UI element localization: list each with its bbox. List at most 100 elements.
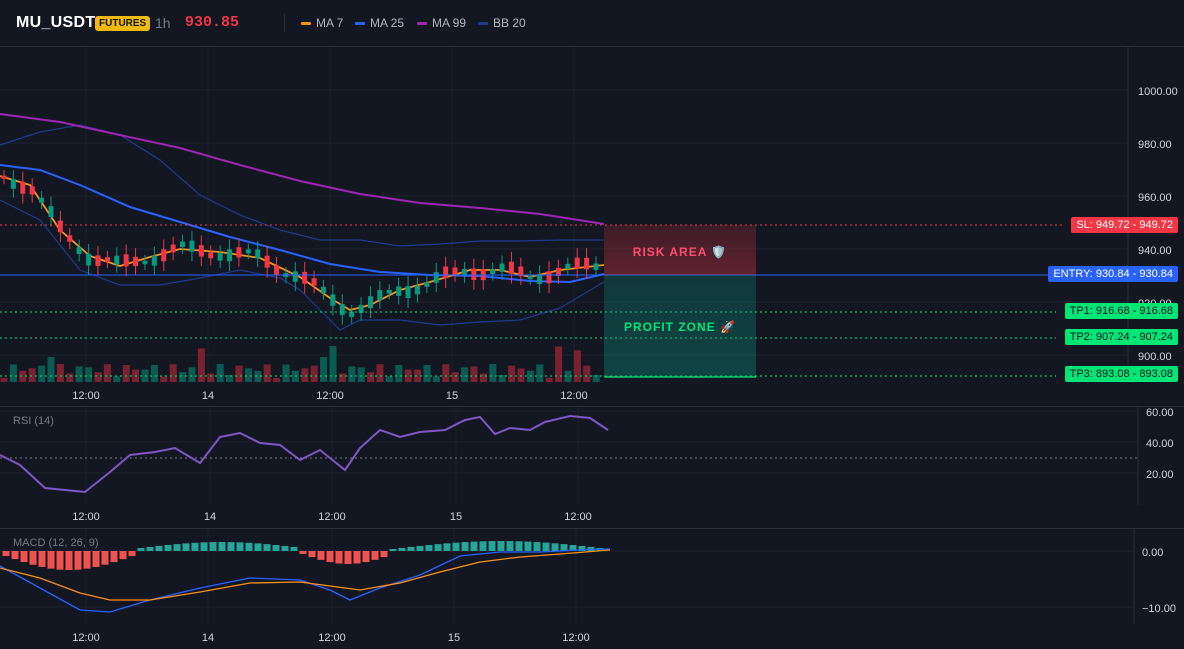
volume-bar [273,377,281,382]
rsi-time-tick: 12:00 [318,511,346,523]
volume-bar [207,373,215,382]
volume-bar [235,365,243,382]
legend-ma25[interactable]: MA 25 [355,16,404,30]
macd-hist-bar [20,551,28,563]
volume-bar [47,356,55,382]
symbol-name[interactable]: MU_USDT [16,14,96,31]
candle [292,271,298,282]
candle [311,278,317,286]
sl-label-text: SL: 949.72 [1076,219,1130,231]
volume-bar [254,370,262,382]
rsi-time-tick: 12:00 [72,511,100,523]
macd-hist-bar [560,544,568,551]
candle [142,260,148,265]
volume-bar [489,364,497,382]
entry-label[interactable]: ENTRY: 930.84 - 930.84 [1048,266,1178,282]
macd-hist-bar [515,541,523,551]
tp3-label[interactable]: TP3: 893.08 - 893.08 [1064,366,1178,382]
tp2-label-value: 907.24 [1139,331,1173,343]
candle [349,311,355,318]
ma99-line [0,113,605,225]
macd-hist-bar [497,541,505,551]
ma25-swatch [355,21,365,25]
volume-bar [442,364,450,382]
candle [133,256,139,267]
price-tick: 940.00 [1138,245,1172,257]
volume-bar [301,368,309,382]
macd-hist-bar [281,545,289,551]
candle [57,220,63,233]
entry-label-value: 930.84 [1139,268,1173,280]
candle [508,261,514,274]
macd-time-tick: 12:00 [72,632,100,644]
sl-label[interactable]: SL: 949.72 - 949.72 [1071,217,1178,233]
macd-chart[interactable]: 0.00 −10.00 12:00 14 12:00 15 12:00 [0,529,1184,649]
bb20-swatch [478,21,488,25]
macd-hist-bar [200,542,208,551]
candle [527,276,533,280]
macd-hist-bar [326,551,334,563]
rsi-line [0,414,609,494]
candle [584,257,590,270]
macd-hist-bar [488,541,496,551]
legend-ma25-label: MA 25 [370,16,405,30]
price-grid [0,47,1128,382]
macd-hist-bar [263,544,271,551]
tp3-label-value: 893.08 [1139,368,1173,380]
candle [67,235,73,242]
candle [377,290,383,301]
candle [255,249,261,259]
candle [48,206,54,218]
profit-zone[interactable] [604,275,756,377]
volume-bar [498,375,506,382]
risk-zone[interactable] [604,225,756,275]
macd-hist-bar [110,551,118,563]
rsi-tick: 40.00 [1146,438,1174,450]
volume-bar [479,373,487,382]
volume-bar [592,374,600,382]
volume-bar [94,372,102,382]
macd-hist-bar [101,551,109,565]
rsi-time-tick: 14 [204,511,216,523]
candle [189,240,195,252]
volume-bar [338,373,346,382]
risk-zone-label: RISK AREA 🛡️ [633,245,727,259]
candle [274,265,280,275]
tp2-label-text: TP2: 907.24 [1069,331,1130,343]
macd-hist-bar [542,542,550,551]
macd-hist-bar [74,551,82,570]
rsi-chart[interactable]: 60.00 40.00 20.00 12:00 14 12:00 15 12:0… [0,407,1184,527]
legend-bb20[interactable]: BB 20 [478,16,526,30]
price-chart[interactable]: RISK AREA 🛡️ PROFIT ZONE 🚀 1000.00 980.0… [0,47,1184,405]
volume-bar [508,365,516,382]
macd-label: MACD (12, 26, 9) [13,537,99,549]
macd-hist-bar [470,541,478,551]
candle [161,249,167,262]
legend-ma7[interactable]: MA 7 [301,16,343,30]
rsi-tick: 20.00 [1146,469,1174,481]
timeframe-label[interactable]: 1h [155,15,171,31]
volume-bar [564,370,572,382]
tp1-label-value: 916.68 [1139,305,1173,317]
volume-bar [150,364,158,382]
candle [367,296,373,309]
volume-bar [169,364,177,382]
legend-ma99[interactable]: MA 99 [417,16,466,30]
tp2-label[interactable]: TP2: 907.24 - 907.24 [1064,329,1178,345]
macd-hist-bar [83,551,91,569]
tp1-label[interactable]: TP1: 916.68 - 916.68 [1064,303,1178,319]
bollinger-bands [0,124,605,331]
price-tick: 960.00 [1138,192,1172,204]
volume-bar [470,366,478,382]
macd-time-tick: 12:00 [562,632,590,644]
legend-ma7-label: MA 7 [316,16,344,30]
candle [198,245,204,257]
candle [546,271,552,284]
profit-zone-label: PROFIT ZONE 🚀 [624,320,736,334]
candle [264,255,270,268]
candle [424,282,430,287]
volume-bar [555,346,563,382]
macd-hist-bar [506,541,514,551]
candle [443,266,449,279]
volume-bar [85,367,93,382]
